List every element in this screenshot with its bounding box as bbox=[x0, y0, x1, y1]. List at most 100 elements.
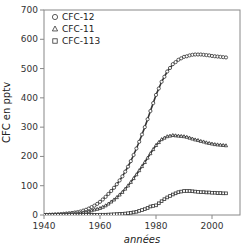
series-marker bbox=[191, 190, 194, 193]
series-marker bbox=[202, 191, 205, 194]
series-marker bbox=[157, 87, 160, 90]
y-tick-label: 300 bbox=[21, 122, 38, 132]
series-marker bbox=[54, 214, 57, 215]
series-marker bbox=[121, 212, 124, 215]
x-tick bbox=[44, 215, 45, 219]
series-marker bbox=[166, 70, 169, 73]
series-marker bbox=[138, 140, 141, 143]
series-line bbox=[44, 55, 226, 215]
series-marker bbox=[101, 198, 104, 201]
series-marker bbox=[124, 187, 127, 190]
x-tick bbox=[100, 215, 101, 219]
series bbox=[44, 190, 227, 215]
series-marker bbox=[107, 213, 110, 215]
legend-marker bbox=[52, 26, 57, 31]
y-tick-label: 700 bbox=[21, 5, 38, 15]
series-marker bbox=[171, 193, 174, 196]
series-marker bbox=[73, 214, 76, 215]
series-marker bbox=[90, 213, 93, 215]
x-tick bbox=[212, 215, 213, 219]
series-marker bbox=[205, 141, 208, 144]
y-tick-label: 200 bbox=[21, 151, 38, 161]
series-marker bbox=[115, 183, 118, 186]
series-marker bbox=[135, 173, 138, 176]
series-marker bbox=[160, 80, 163, 83]
series-marker bbox=[219, 192, 222, 195]
series-marker bbox=[68, 214, 71, 215]
series-marker bbox=[85, 213, 88, 215]
series-marker bbox=[168, 66, 171, 69]
plot-frame bbox=[44, 10, 240, 215]
series-marker bbox=[143, 208, 146, 211]
series-marker bbox=[166, 196, 169, 199]
series-marker bbox=[216, 192, 219, 195]
x-tick-label: 1960 bbox=[89, 221, 112, 231]
series-marker bbox=[157, 202, 160, 205]
y-tick bbox=[40, 127, 44, 128]
y-tick-label: 0 bbox=[32, 210, 38, 220]
series-marker bbox=[110, 213, 113, 215]
series-marker bbox=[132, 177, 135, 180]
y-tick bbox=[40, 215, 44, 216]
series-marker bbox=[197, 191, 200, 194]
series-marker bbox=[143, 126, 146, 129]
series-marker bbox=[138, 210, 141, 213]
series-marker bbox=[149, 152, 152, 155]
series-marker bbox=[140, 165, 143, 168]
series-marker bbox=[152, 102, 155, 105]
series-marker bbox=[127, 212, 130, 215]
x-tick bbox=[156, 215, 157, 219]
series-marker bbox=[129, 211, 132, 214]
legend-label: CFC-12 bbox=[62, 12, 94, 22]
series-marker bbox=[199, 191, 202, 194]
series-marker bbox=[132, 211, 135, 214]
y-tick bbox=[40, 156, 44, 157]
series-marker bbox=[152, 148, 155, 151]
series-marker bbox=[171, 134, 174, 137]
series-marker bbox=[177, 191, 180, 194]
series-marker bbox=[135, 147, 138, 150]
series-marker bbox=[104, 195, 107, 198]
series-marker bbox=[199, 139, 202, 142]
series-marker bbox=[208, 191, 211, 194]
series-marker bbox=[152, 205, 155, 208]
legend-marker bbox=[53, 39, 57, 43]
y-tick bbox=[40, 10, 44, 11]
series-marker bbox=[115, 213, 118, 215]
series-marker bbox=[146, 118, 149, 121]
series-marker bbox=[191, 137, 194, 140]
series-marker bbox=[185, 135, 188, 138]
series-marker bbox=[124, 212, 127, 215]
series bbox=[44, 53, 228, 215]
series-marker bbox=[113, 213, 116, 215]
series-marker bbox=[224, 144, 227, 147]
series-marker bbox=[138, 169, 141, 172]
series-marker bbox=[174, 61, 177, 64]
series-marker bbox=[135, 210, 138, 213]
series-marker bbox=[225, 192, 228, 195]
series bbox=[44, 134, 228, 215]
series-marker bbox=[163, 75, 166, 78]
series-marker bbox=[160, 200, 163, 203]
series-marker bbox=[112, 186, 115, 189]
series-marker bbox=[118, 213, 121, 215]
series-marker bbox=[45, 214, 48, 215]
chart: 19401960198020000100200300400500600700an… bbox=[0, 0, 252, 249]
series-marker bbox=[182, 135, 185, 138]
series-marker bbox=[71, 214, 74, 215]
series-marker bbox=[163, 198, 166, 201]
series-marker bbox=[129, 160, 132, 163]
series-marker bbox=[98, 200, 101, 203]
y-tick-label: 100 bbox=[21, 181, 38, 191]
series-marker bbox=[62, 214, 65, 215]
series-marker bbox=[185, 190, 188, 193]
series-marker bbox=[132, 153, 135, 156]
series-marker bbox=[141, 209, 144, 212]
x-tick-label: 1940 bbox=[33, 221, 56, 231]
series-marker bbox=[169, 195, 172, 198]
series-marker bbox=[110, 189, 113, 192]
series-marker bbox=[118, 179, 121, 182]
series-marker bbox=[146, 207, 149, 210]
series-marker bbox=[65, 214, 68, 215]
series-marker bbox=[213, 191, 216, 194]
